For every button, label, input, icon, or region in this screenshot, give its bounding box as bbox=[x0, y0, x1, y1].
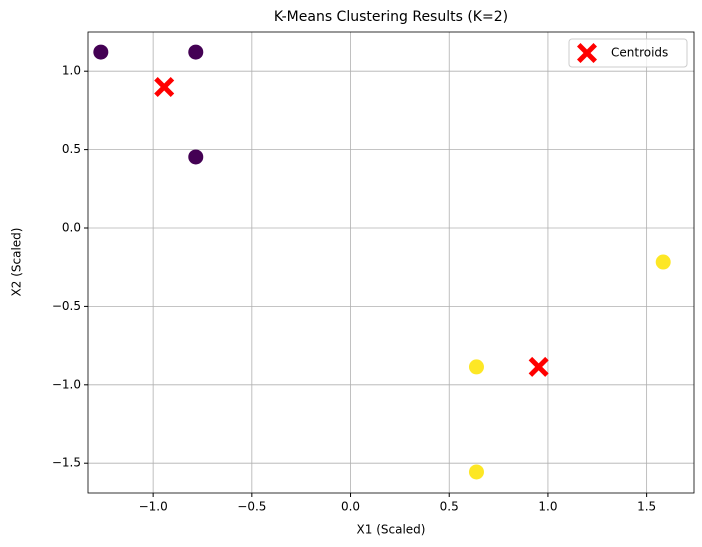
data-point bbox=[655, 254, 671, 270]
legend-marker bbox=[577, 43, 597, 63]
y-tick-label: 0.5 bbox=[62, 142, 81, 156]
y-tick-label: −1.5 bbox=[52, 456, 81, 470]
x-tick-label: 1.5 bbox=[637, 500, 656, 514]
chart-title: K-Means Clustering Results (K=2) bbox=[274, 9, 508, 25]
x-tick-label: 0.0 bbox=[341, 500, 360, 514]
data-point bbox=[468, 359, 484, 375]
x-tick-label: 1.0 bbox=[538, 500, 557, 514]
plot-frame bbox=[87, 31, 695, 494]
data-point bbox=[188, 44, 204, 60]
data-point bbox=[93, 44, 109, 60]
x-tick-label: 0.5 bbox=[440, 500, 459, 514]
y-tick-label: 0.0 bbox=[62, 221, 81, 235]
x-tick-label: −0.5 bbox=[237, 500, 266, 514]
centroid-marker bbox=[154, 77, 175, 98]
y-tick-label: −1.0 bbox=[52, 377, 81, 391]
x-axis-label: X1 (Scaled) bbox=[357, 523, 426, 537]
data-point bbox=[188, 149, 204, 165]
y-tick-label: 1.0 bbox=[62, 64, 81, 78]
data-point bbox=[468, 464, 484, 480]
centroid-marker bbox=[528, 356, 549, 377]
y-tick-label: −0.5 bbox=[52, 299, 81, 313]
x-tick-label: −1.0 bbox=[139, 500, 168, 514]
legend-box bbox=[568, 38, 688, 68]
y-axis-label: X2 (Scaled) bbox=[10, 228, 24, 297]
legend-label: Centroids bbox=[611, 46, 668, 60]
